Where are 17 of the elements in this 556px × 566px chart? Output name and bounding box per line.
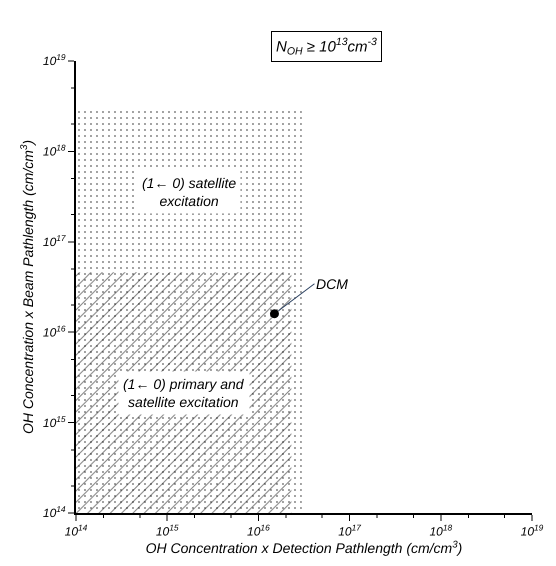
x-tick-label: 10$^{17}$ xyxy=(338,522,362,538)
y-tick-label: 10$^{19}$ xyxy=(42,52,66,68)
annotation: (1← 0) primary and satellite excitation xyxy=(123,376,245,410)
y-tick-label: 10$^{17}$ xyxy=(42,232,66,249)
x-tick-label: 10$^{16}$ xyxy=(247,522,270,538)
y-tick-label: 10$^{15}$ xyxy=(42,414,66,430)
x-tick-label: 10$^{15}$ xyxy=(156,522,179,538)
chart-title: N$_{OH}$ ≥ 10$^{13}$cm$^{-3}$ xyxy=(276,36,378,58)
y-tick-label: 10$^{14}$ xyxy=(42,504,66,520)
x-tick-label: 10$^{18}$ xyxy=(429,522,452,538)
y-tick-label: 10$^{18}$ xyxy=(42,142,66,159)
x-axis-title: OH Concentration x Detection Pathlength (cm/cm$^{3}$) xyxy=(146,539,462,556)
y-tick-label: 10$^{16}$ xyxy=(42,323,66,340)
annotation: (1← 0) satellite excitation xyxy=(142,175,236,210)
x-tick-label: 10$^{14}$ xyxy=(64,522,88,538)
annotation: DCM xyxy=(316,276,348,292)
x-tick-label: 10$^{19}$ xyxy=(520,522,544,538)
